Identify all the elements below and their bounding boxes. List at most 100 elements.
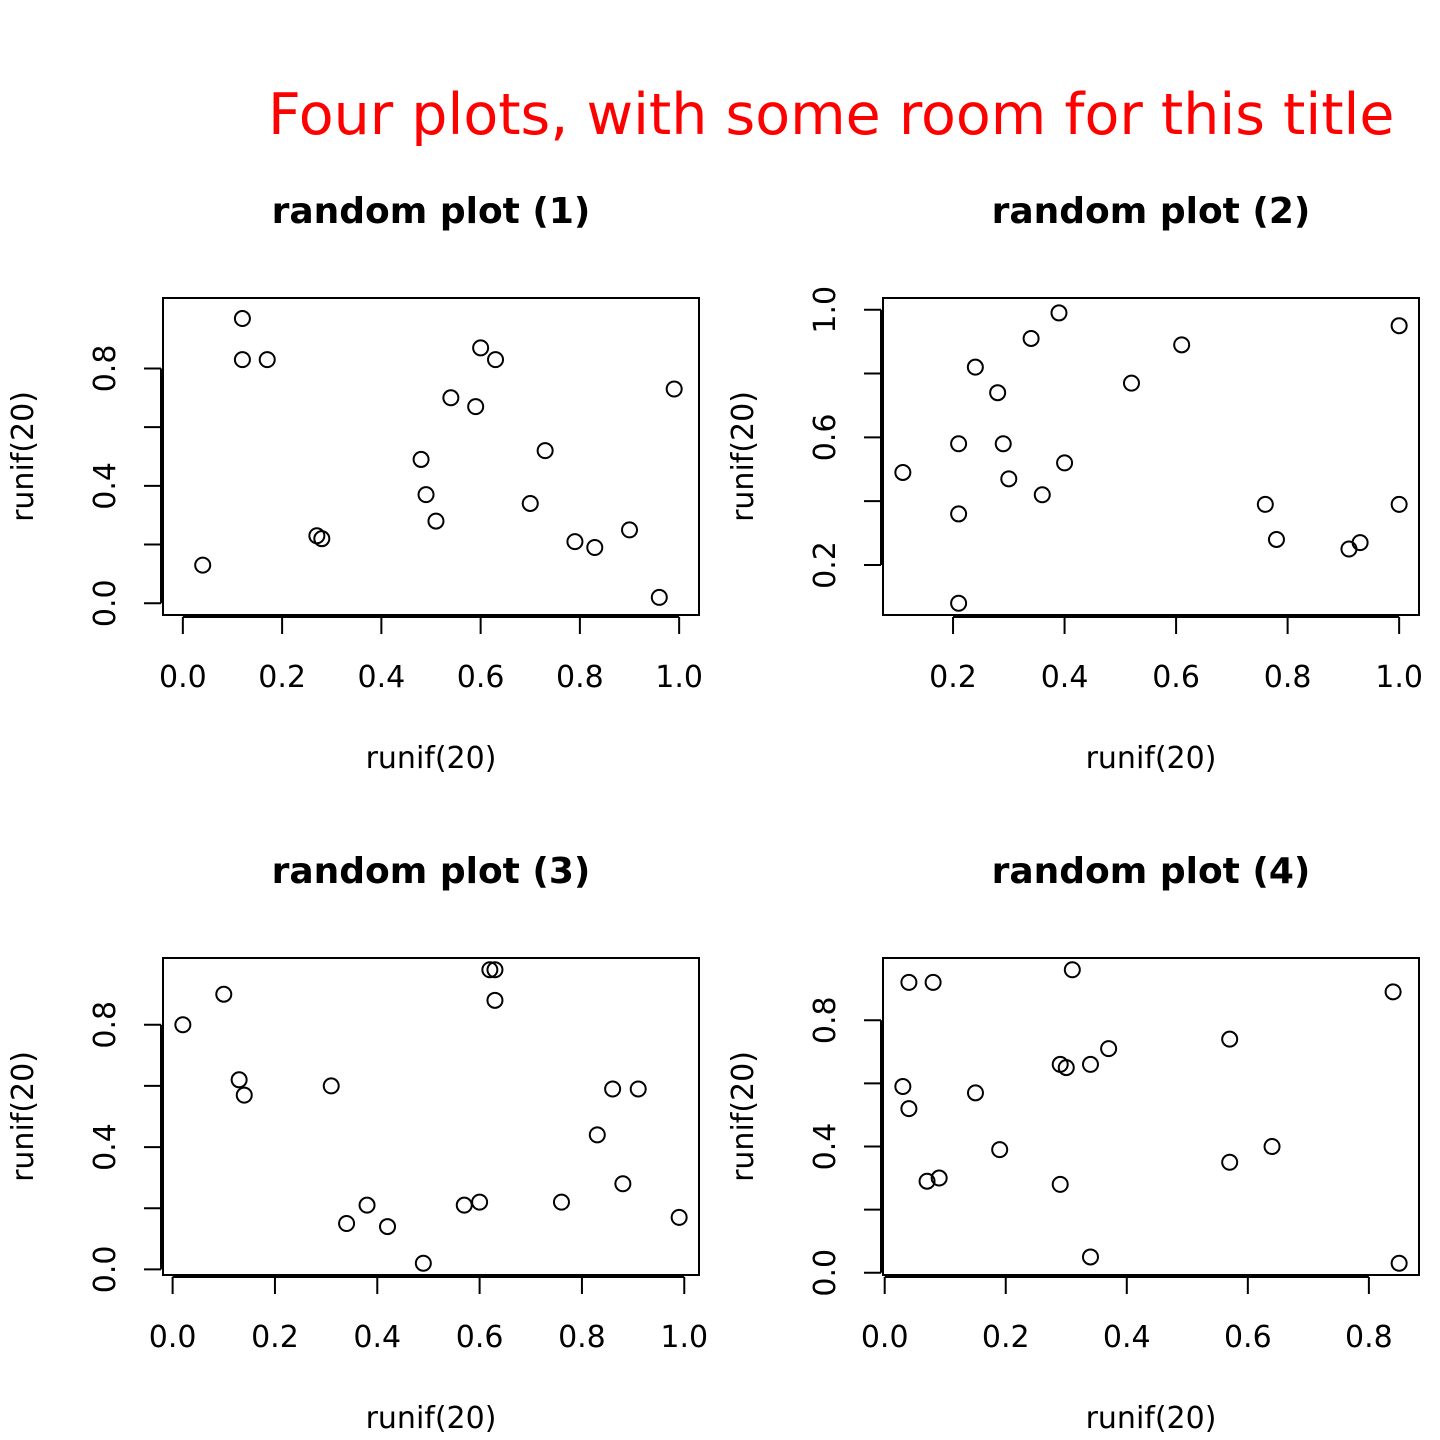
panel-title: random plot (4) [992, 851, 1311, 892]
data-point [1390, 1254, 1408, 1272]
data-point [235, 1086, 253, 1104]
x-tick-label: 0.2 [251, 1320, 299, 1355]
y-axis-label: runif(20) [6, 1051, 41, 1182]
data-point [918, 1172, 936, 1190]
data-point [604, 1080, 622, 1098]
data-point [1256, 495, 1274, 513]
x-tick-label: 0.4 [1103, 1320, 1151, 1355]
data-point [930, 1169, 948, 1187]
data-point [313, 530, 331, 548]
data-point [1390, 495, 1408, 513]
data-point [417, 486, 435, 504]
data-point [215, 985, 233, 1003]
data-point [614, 1175, 632, 1193]
data-point [1351, 534, 1369, 552]
y-tick-label: 0.0 [88, 1246, 123, 1294]
data-point [487, 351, 505, 369]
data-point [1056, 454, 1074, 472]
data-point [1340, 540, 1358, 558]
data-point [966, 358, 984, 376]
data-point [552, 1193, 570, 1211]
data-point [322, 1077, 340, 1095]
data-point [442, 389, 460, 407]
data-point [1384, 983, 1402, 1001]
data-point [536, 442, 554, 460]
panel-title: random plot (3) [272, 851, 591, 892]
panels-group: random plot (1) runif(20) runif(20) 0.0 0.2 0… [6, 191, 1423, 1436]
data-point [950, 435, 968, 453]
x-tick-label: 0.4 [353, 1320, 401, 1355]
data-point [486, 961, 504, 979]
x-tick-label: 0.0 [159, 660, 207, 695]
data-point [471, 1193, 489, 1211]
x-tick-label: 0.2 [258, 660, 306, 695]
data-point [900, 1100, 918, 1118]
data-point [665, 380, 683, 398]
x-tick-label: 0.6 [457, 660, 505, 695]
plot-frame [882, 957, 1420, 1276]
x-axis-label: runif(20) [366, 741, 497, 776]
data-point [467, 398, 485, 416]
x-tick-label: 0.6 [1224, 1320, 1272, 1355]
y-tick-label: 0.8 [88, 1001, 123, 1049]
figure-title: Four plots, with some room for this titl… [268, 82, 1394, 148]
data-point [230, 1071, 248, 1089]
data-point [1221, 1153, 1239, 1171]
x-tick-label: 1.0 [660, 1320, 708, 1355]
y-tick-label: 0.0 [808, 1249, 843, 1297]
data-point [950, 594, 968, 612]
data-point [486, 991, 504, 1009]
x-tick-label: 0.8 [558, 1320, 606, 1355]
data-point [621, 521, 639, 539]
data-point [629, 1080, 647, 1098]
plot-frame [882, 297, 1420, 616]
y-tick-label: 0.8 [88, 345, 123, 393]
data-point [521, 494, 539, 512]
x-tick-label: 0.6 [456, 1320, 504, 1355]
x-tick-label: 0.4 [1041, 660, 1089, 695]
data-point [1081, 1248, 1099, 1266]
data-point [174, 1016, 192, 1034]
data-point [427, 512, 445, 530]
data-point [1221, 1030, 1239, 1048]
x-tick-label: 0.8 [1264, 660, 1312, 695]
x-axis-label: runif(20) [366, 1401, 497, 1436]
data-point [650, 588, 668, 606]
y-tick-label: 0.4 [808, 1123, 843, 1171]
data-point [1063, 961, 1081, 979]
data-point [258, 351, 276, 369]
data-point [1051, 1175, 1069, 1193]
y-axis-label: runif(20) [726, 1051, 761, 1182]
y-tick-label: 1.0 [808, 286, 843, 334]
data-point [989, 384, 1007, 402]
y-axis-label: runif(20) [6, 391, 41, 522]
x-tick-label: 0.4 [358, 660, 406, 695]
data-point [1022, 329, 1040, 347]
data-point [1000, 470, 1018, 488]
x-tick-label: 0.2 [929, 660, 977, 695]
data-point [379, 1218, 397, 1236]
x-tick-label: 0.8 [1345, 1320, 1393, 1355]
y-tick-label: 0.2 [808, 541, 843, 589]
data-point [1267, 530, 1285, 548]
data-point [455, 1196, 473, 1214]
data-point [1081, 1055, 1099, 1073]
data-point [1100, 1040, 1118, 1058]
x-axis-label: runif(20) [1086, 741, 1217, 776]
y-axis-label: runif(20) [726, 391, 761, 522]
y-tick-label: 0.8 [808, 996, 843, 1044]
data-point [900, 973, 918, 991]
y-tick-label: 0.0 [88, 579, 123, 627]
data-point [481, 961, 499, 979]
data-point [994, 435, 1012, 453]
plot-panel-3: random plot (3) runif(20) runif(20) 0.0 0.2 0… [6, 851, 708, 1436]
data-point [412, 450, 430, 468]
data-point [894, 463, 912, 481]
data-point [966, 1084, 984, 1102]
panel-title: random plot (2) [992, 191, 1311, 232]
panel-title: random plot (1) [272, 191, 591, 232]
data-point [588, 1126, 606, 1144]
x-axis-label: runif(20) [1086, 1401, 1217, 1436]
data-point [894, 1078, 912, 1096]
